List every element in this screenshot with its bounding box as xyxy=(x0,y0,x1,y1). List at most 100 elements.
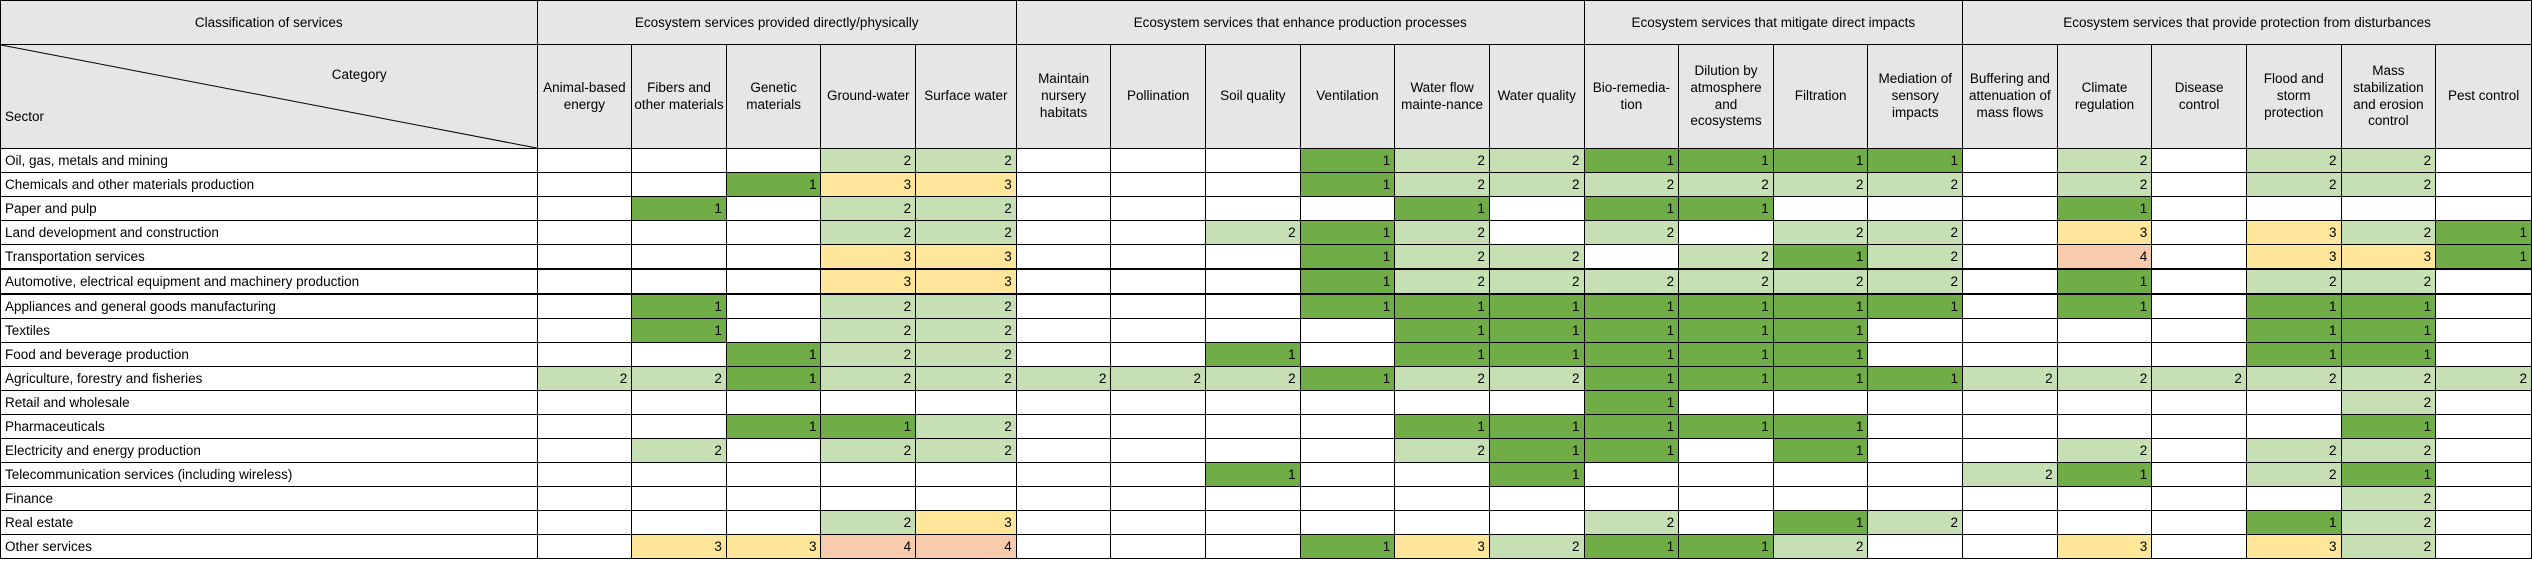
column-header: Pest control xyxy=(2435,44,2532,149)
rating-cell: 2 xyxy=(2340,390,2437,415)
rating-cell xyxy=(631,462,727,487)
rating-cell xyxy=(2435,462,2532,487)
rating-cell xyxy=(1867,414,1964,439)
rating-cell: 2 xyxy=(1488,244,1585,270)
rating-cell xyxy=(1394,486,1490,511)
column-header: Water quality xyxy=(1488,44,1585,149)
rating-cell: 2 xyxy=(2340,438,2437,463)
rating-cell xyxy=(1962,438,2058,463)
rating-cell: 1 xyxy=(1678,318,1774,343)
rating-cell xyxy=(1110,462,1207,487)
rating-cell xyxy=(631,268,727,295)
rating-cell: 3 xyxy=(2340,244,2437,270)
column-header: Ground-water xyxy=(820,44,917,149)
rating-cell xyxy=(1962,486,2058,511)
rating-cell xyxy=(1110,196,1207,221)
rating-cell xyxy=(2151,486,2247,511)
column-header: Buffering and attenuation of mass flows xyxy=(1962,44,2058,149)
sector-cell: Textiles xyxy=(0,318,538,343)
rating-cell xyxy=(1488,510,1585,535)
rating-cell xyxy=(2151,244,2247,270)
table-row: Agriculture, forestry and fisheries 2 2 1 2 2… xyxy=(0,366,2532,391)
classification-header: Classification of services xyxy=(0,0,538,45)
rating-cell xyxy=(1015,148,1112,173)
rating-cell xyxy=(2245,486,2342,511)
rating-cell: 1 xyxy=(1299,148,1396,173)
rating-cell: 2 xyxy=(1205,366,1301,391)
rating-cell xyxy=(820,390,917,415)
rating-cell xyxy=(536,196,633,221)
rating-cell: 2 xyxy=(1488,534,1585,559)
table-row: Telecommunication services (including wi… xyxy=(0,462,2532,487)
rating-cell: 1 xyxy=(2245,318,2342,343)
rating-cell xyxy=(2245,390,2342,415)
rating-cell xyxy=(536,342,633,367)
sector-cell: Oil, gas, metals and mining xyxy=(0,148,538,173)
rating-cell xyxy=(536,172,633,197)
group-header: Ecosystem services that enhance producti… xyxy=(1015,0,1585,45)
rating-cell xyxy=(1110,534,1207,559)
rating-cell xyxy=(1110,342,1207,367)
rating-cell: 3 xyxy=(2245,220,2342,245)
sector-cell: Electricity and energy production xyxy=(0,438,538,463)
rating-cell xyxy=(536,293,633,319)
table-row: Real estate 2 3 2 1 2 1 2 xyxy=(0,510,2532,535)
rating-cell xyxy=(2151,196,2247,221)
rating-cell: 1 xyxy=(1772,342,1869,367)
rating-cell xyxy=(725,220,822,245)
rating-cell: 2 xyxy=(915,438,1017,463)
rating-cell: 2 xyxy=(1488,172,1585,197)
rating-cell xyxy=(2340,196,2437,221)
rating-cell: 2 xyxy=(915,414,1017,439)
table-row: Oil, gas, metals and mining 2 2 1 2 2 1 1 1 1 2 2 2 xyxy=(0,148,2532,173)
rating-cell: 1 xyxy=(1394,318,1490,343)
sector-cell: Chemicals and other materials production xyxy=(0,172,538,197)
rating-cell: 1 xyxy=(1205,462,1301,487)
rating-cell: 1 xyxy=(1583,293,1680,319)
rating-cell: 1 xyxy=(1678,534,1774,559)
rating-cell: 2 xyxy=(1394,148,1490,173)
rating-cell: 3 xyxy=(915,510,1017,535)
rating-cell xyxy=(2151,220,2247,245)
rating-cell: 2 xyxy=(1488,366,1585,391)
rating-cell: 1 xyxy=(1299,268,1396,295)
table-row: Pharmaceuticals 1 1 2 1 1 1 1 1 1 xyxy=(0,414,2532,439)
table-row: Finance 2 xyxy=(0,486,2532,511)
rating-cell xyxy=(536,244,633,270)
rating-cell: 2 xyxy=(2340,148,2437,173)
rating-cell: 2 xyxy=(1488,268,1585,295)
rating-cell: 2 xyxy=(1583,268,1680,295)
sector-cell: Retail and wholesale xyxy=(0,390,538,415)
column-header: Filtration xyxy=(1772,44,1869,149)
rating-cell: 2 xyxy=(2340,510,2437,535)
rating-cell: 3 xyxy=(725,534,822,559)
rating-cell xyxy=(1110,486,1207,511)
table-row: Appliances and general goods manufacturi… xyxy=(0,293,2532,319)
rating-cell xyxy=(631,342,727,367)
rating-cell xyxy=(1678,438,1774,463)
rating-cell xyxy=(1583,244,1680,270)
rating-cell xyxy=(631,486,727,511)
rating-cell: 2 xyxy=(536,366,633,391)
rating-cell: 1 xyxy=(1488,462,1585,487)
rating-cell: 1 xyxy=(1678,148,1774,173)
column-header: Climate regulation xyxy=(2056,44,2153,149)
rating-cell xyxy=(1015,486,1112,511)
rating-cell: 2 xyxy=(820,220,917,245)
rating-cell xyxy=(1205,293,1301,319)
rating-cell: 1 xyxy=(2056,462,2153,487)
rating-cell xyxy=(1299,390,1396,415)
rating-cell xyxy=(1299,510,1396,535)
rating-cell: 1 xyxy=(1867,148,1964,173)
rating-cell: 1 xyxy=(1583,318,1680,343)
rating-cell xyxy=(536,438,633,463)
table-row: Textiles 1 2 2 1 1 1 1 1 1 1 xyxy=(0,318,2532,343)
rating-cell: 1 xyxy=(1394,414,1490,439)
rating-cell: 1 xyxy=(1772,414,1869,439)
rating-cell xyxy=(725,438,822,463)
rating-cell xyxy=(1962,148,2058,173)
rating-cell xyxy=(2435,148,2532,173)
rating-cell xyxy=(1299,486,1396,511)
rating-cell xyxy=(1867,318,1964,343)
rating-cell: 2 xyxy=(1110,366,1207,391)
